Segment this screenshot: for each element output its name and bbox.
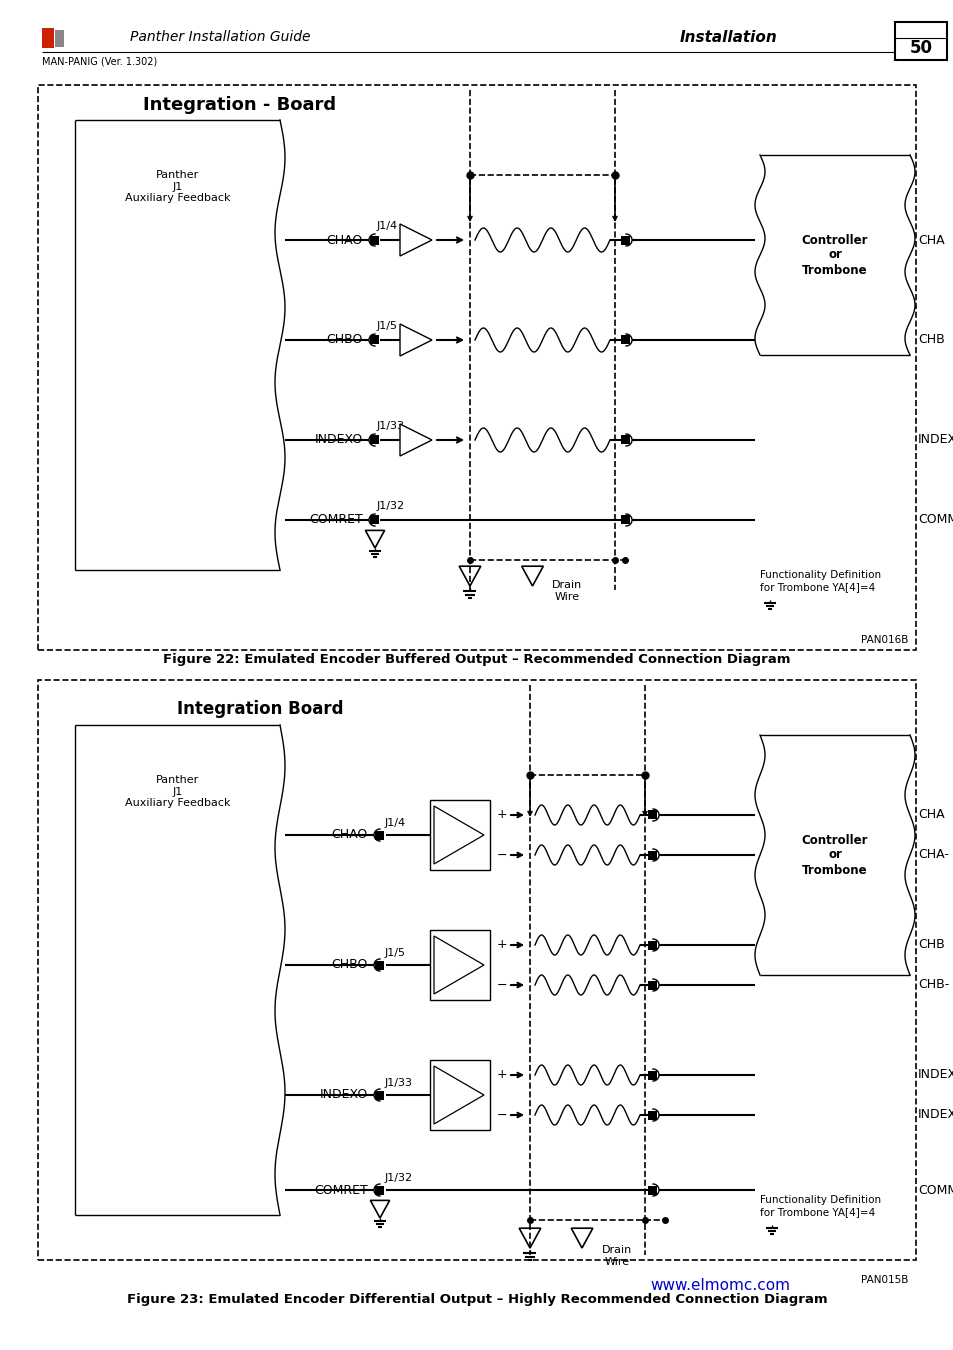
Text: COMRET: COMRET: [314, 1184, 368, 1196]
Text: Controller
or
Trombone: Controller or Trombone: [801, 833, 867, 876]
Bar: [430, 801, 490, 869]
Text: COMMON: COMMON: [917, 1184, 953, 1196]
Text: −: −: [497, 849, 507, 861]
Bar: [375, 830, 384, 840]
Bar: [894, 22, 946, 59]
Text: INDEX: INDEX: [917, 433, 953, 447]
Text: MAN-PANIG (Ver. 1.302): MAN-PANIG (Ver. 1.302): [42, 57, 157, 68]
Text: www.elmomc.com: www.elmomc.com: [649, 1277, 789, 1292]
Text: CHA: CHA: [917, 809, 943, 822]
Text: Integration - Board: Integration - Board: [143, 96, 336, 113]
Text: PAN015B: PAN015B: [860, 1274, 907, 1285]
Bar: [370, 336, 379, 344]
Text: J1/32: J1/32: [376, 501, 405, 512]
Bar: [375, 1185, 384, 1195]
Text: −: −: [497, 1108, 507, 1122]
Text: COMRET: COMRET: [309, 513, 363, 526]
Text: Panther
J1
Auxiliary Feedback: Panther J1 Auxiliary Feedback: [125, 775, 230, 809]
Bar: [648, 810, 657, 819]
Text: J1/4: J1/4: [376, 221, 397, 231]
Text: PAN016B: PAN016B: [860, 634, 907, 645]
Text: 50: 50: [908, 39, 931, 57]
Polygon shape: [399, 324, 432, 356]
Polygon shape: [434, 1066, 483, 1125]
Bar: [38, 85, 915, 649]
Text: CHB-: CHB-: [917, 979, 948, 991]
Polygon shape: [434, 936, 483, 994]
Bar: [620, 516, 630, 525]
Text: CHBO: CHBO: [332, 958, 368, 972]
Text: Functionality Definition
for Trombone YA[4]=4: Functionality Definition for Trombone YA…: [760, 1195, 881, 1216]
Bar: [620, 436, 630, 444]
Text: J1/32: J1/32: [385, 1173, 413, 1183]
Text: CHB: CHB: [917, 938, 943, 952]
Polygon shape: [399, 424, 432, 456]
Bar: [38, 680, 915, 1260]
Text: +: +: [497, 938, 507, 952]
Text: +: +: [497, 809, 507, 822]
Bar: [648, 850, 657, 860]
Bar: [648, 1071, 657, 1080]
Text: Panther Installation Guide: Panther Installation Guide: [130, 30, 310, 45]
Text: Figure 22: Emulated Encoder Buffered Output – Recommended Connection Diagram: Figure 22: Emulated Encoder Buffered Out…: [163, 653, 790, 667]
Text: Panther
J1
Auxiliary Feedback: Panther J1 Auxiliary Feedback: [125, 170, 230, 204]
Bar: [620, 336, 630, 344]
Text: INDEX-: INDEX-: [917, 1108, 953, 1122]
Text: CHB: CHB: [917, 333, 943, 347]
Bar: [55, 30, 64, 47]
Bar: [430, 1060, 490, 1130]
Text: +: +: [497, 1068, 507, 1081]
Polygon shape: [399, 224, 432, 256]
Text: J1/5: J1/5: [376, 321, 397, 331]
Bar: [648, 1185, 657, 1195]
Text: J1/33: J1/33: [385, 1079, 413, 1088]
Text: Controller
or
Trombone: Controller or Trombone: [801, 234, 867, 277]
Text: INDEXO: INDEXO: [319, 1088, 368, 1102]
Text: CHBO: CHBO: [326, 333, 363, 347]
Text: J1/5: J1/5: [385, 948, 406, 958]
Bar: [375, 960, 384, 969]
Bar: [648, 1111, 657, 1119]
Bar: [375, 1091, 384, 1099]
Text: Functionality Definition
for Trombone YA[4]=4: Functionality Definition for Trombone YA…: [760, 570, 881, 591]
Text: COMMON: COMMON: [917, 513, 953, 526]
Text: INDEXO: INDEXO: [314, 433, 363, 447]
Text: CHAO: CHAO: [327, 234, 363, 247]
Bar: [648, 941, 657, 949]
Bar: [370, 516, 379, 525]
Text: CHA-: CHA-: [917, 849, 948, 861]
Text: Drain
Wire: Drain Wire: [552, 580, 582, 602]
Bar: [620, 235, 630, 244]
Text: Figure 23: Emulated Encoder Differential Output – Highly Recommended Connection : Figure 23: Emulated Encoder Differential…: [127, 1293, 826, 1307]
Bar: [42, 28, 54, 49]
Bar: [370, 235, 379, 244]
Text: INDEX: INDEX: [917, 1068, 953, 1081]
Bar: [430, 930, 490, 1000]
Text: CHA: CHA: [917, 234, 943, 247]
Polygon shape: [434, 806, 483, 864]
Text: J1/4: J1/4: [385, 818, 406, 828]
Text: J1/33: J1/33: [376, 421, 405, 431]
Text: Drain
Wire: Drain Wire: [601, 1245, 632, 1266]
Bar: [370, 436, 379, 444]
Text: −: −: [497, 979, 507, 991]
Text: CHAO: CHAO: [332, 829, 368, 841]
Bar: [648, 980, 657, 990]
Text: Integration Board: Integration Board: [176, 701, 343, 718]
Text: Installation: Installation: [679, 30, 777, 45]
